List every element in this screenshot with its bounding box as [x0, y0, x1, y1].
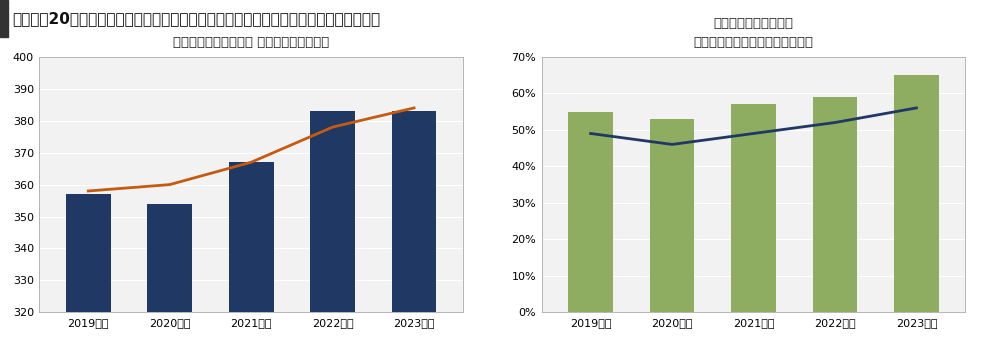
Bar	[0, 0, 8, 37]
Bar	[650, 119, 694, 312]
Bar	[731, 104, 776, 312]
Bar	[66, 194, 110, 355]
Title: 未経験職種への転職者 平均決定年収の推移: 未経験職種への転職者 平均決定年収の推移	[173, 36, 329, 49]
Bar	[813, 97, 857, 312]
Bar	[392, 111, 436, 355]
Bar	[568, 111, 613, 312]
Title: 未経験職種への転職者
年収アップした個人の割合の推移: 未経験職種への転職者 年収アップした個人の割合の推移	[693, 17, 814, 49]
Bar	[229, 162, 274, 355]
Text: 図表４）20代　前職「事務・アシスタント」から未経験職種へ転職した際の年収の変化: 図表４）20代 前職「事務・アシスタント」から未経験職種へ転職した際の年収の変化	[12, 11, 380, 26]
Bar	[310, 111, 355, 355]
Bar	[894, 75, 939, 312]
Bar	[148, 204, 192, 355]
